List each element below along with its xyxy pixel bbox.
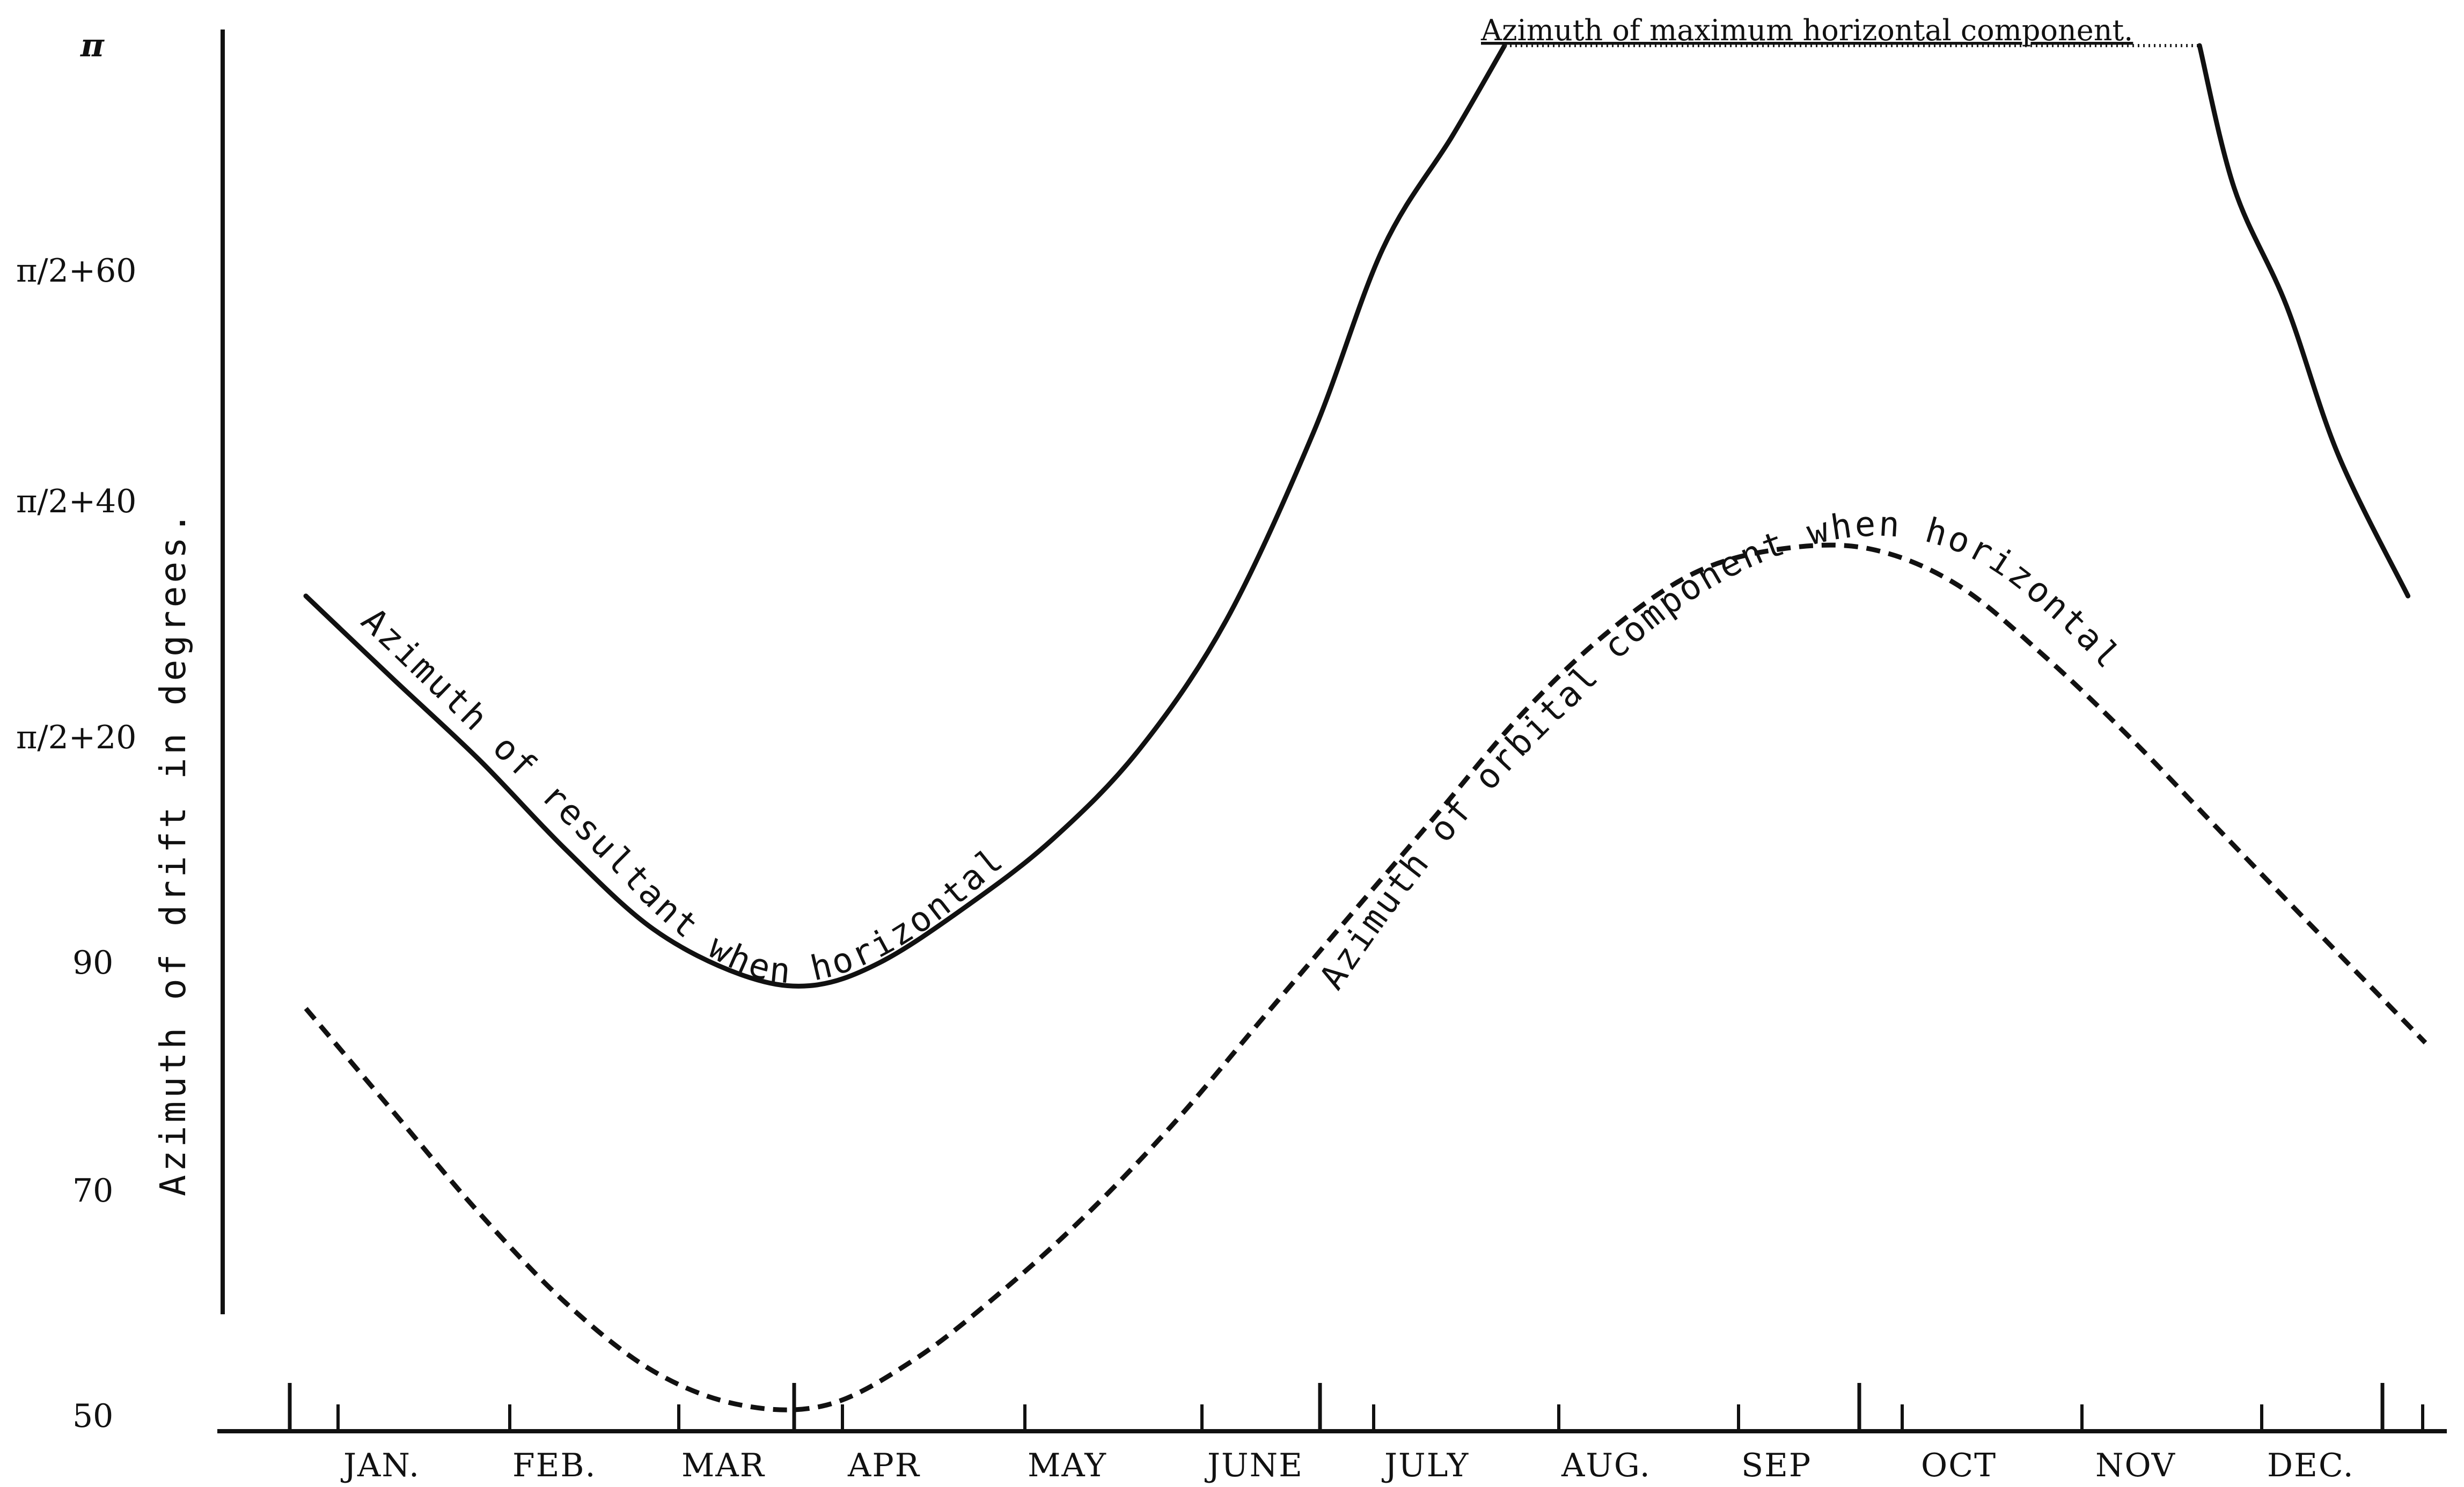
y-tick-label-pi-half-plus-20: π/2+20 [16, 719, 136, 756]
y-tick-label-pi-half-plus-40: π/2+40 [16, 483, 136, 520]
resultant-azimuth-line-late [2197, 43, 2411, 599]
orbital-curve-label: Azimuth of orbital component when horizo… [1312, 504, 2129, 997]
x-tick-label-june: JUNE [1204, 1447, 1303, 1484]
x-tick-label-mar: MAR [681, 1447, 765, 1484]
x-tick-label-july: JULY [1381, 1447, 1469, 1484]
x-tick-label-aug: AUG. [1561, 1447, 1651, 1484]
x-tick-label-jan: JAN. [340, 1447, 420, 1484]
x-tick-label-oct: OCT [1921, 1447, 1997, 1484]
resultant-azimuth-line [303, 43, 1507, 989]
x-tick-label-feb: FEB. [512, 1447, 597, 1484]
y-tick-label-pi-half-plus-60: π/2+60 [16, 252, 136, 290]
top-annotation: Azimuth of maximum horizontal component. [1480, 13, 2133, 47]
x-tick-label-sep: SEP [1741, 1447, 1812, 1484]
y-tick-label-pi: π [80, 27, 105, 64]
orbital-component-azimuth-line [304, 542, 2428, 1412]
x-tick-label-apr: APR [847, 1447, 920, 1484]
resultant-curve-label: Azimuth of resultant when horizontal [354, 601, 1012, 992]
x-tick-label-nov: NOV [2095, 1447, 2176, 1484]
x-tick-label-dec: DEC. [2267, 1447, 2355, 1484]
y-axis-title: Azimuth of drift in degrees. [152, 509, 194, 1196]
x-axis-ticks [288, 1383, 2424, 1431]
y-tick-label-70: 70 [72, 1172, 113, 1210]
y-tick-label-90: 90 [72, 944, 113, 982]
orbital-curve-label-path: Azimuth of orbital component when horizo… [1312, 504, 2126, 997]
resultant-curve-label-path: Azimuth of resultant when horizontal [354, 601, 1010, 992]
x-tick-label-may: MAY [1028, 1447, 1107, 1484]
y-tick-label-50: 50 [72, 1397, 113, 1435]
